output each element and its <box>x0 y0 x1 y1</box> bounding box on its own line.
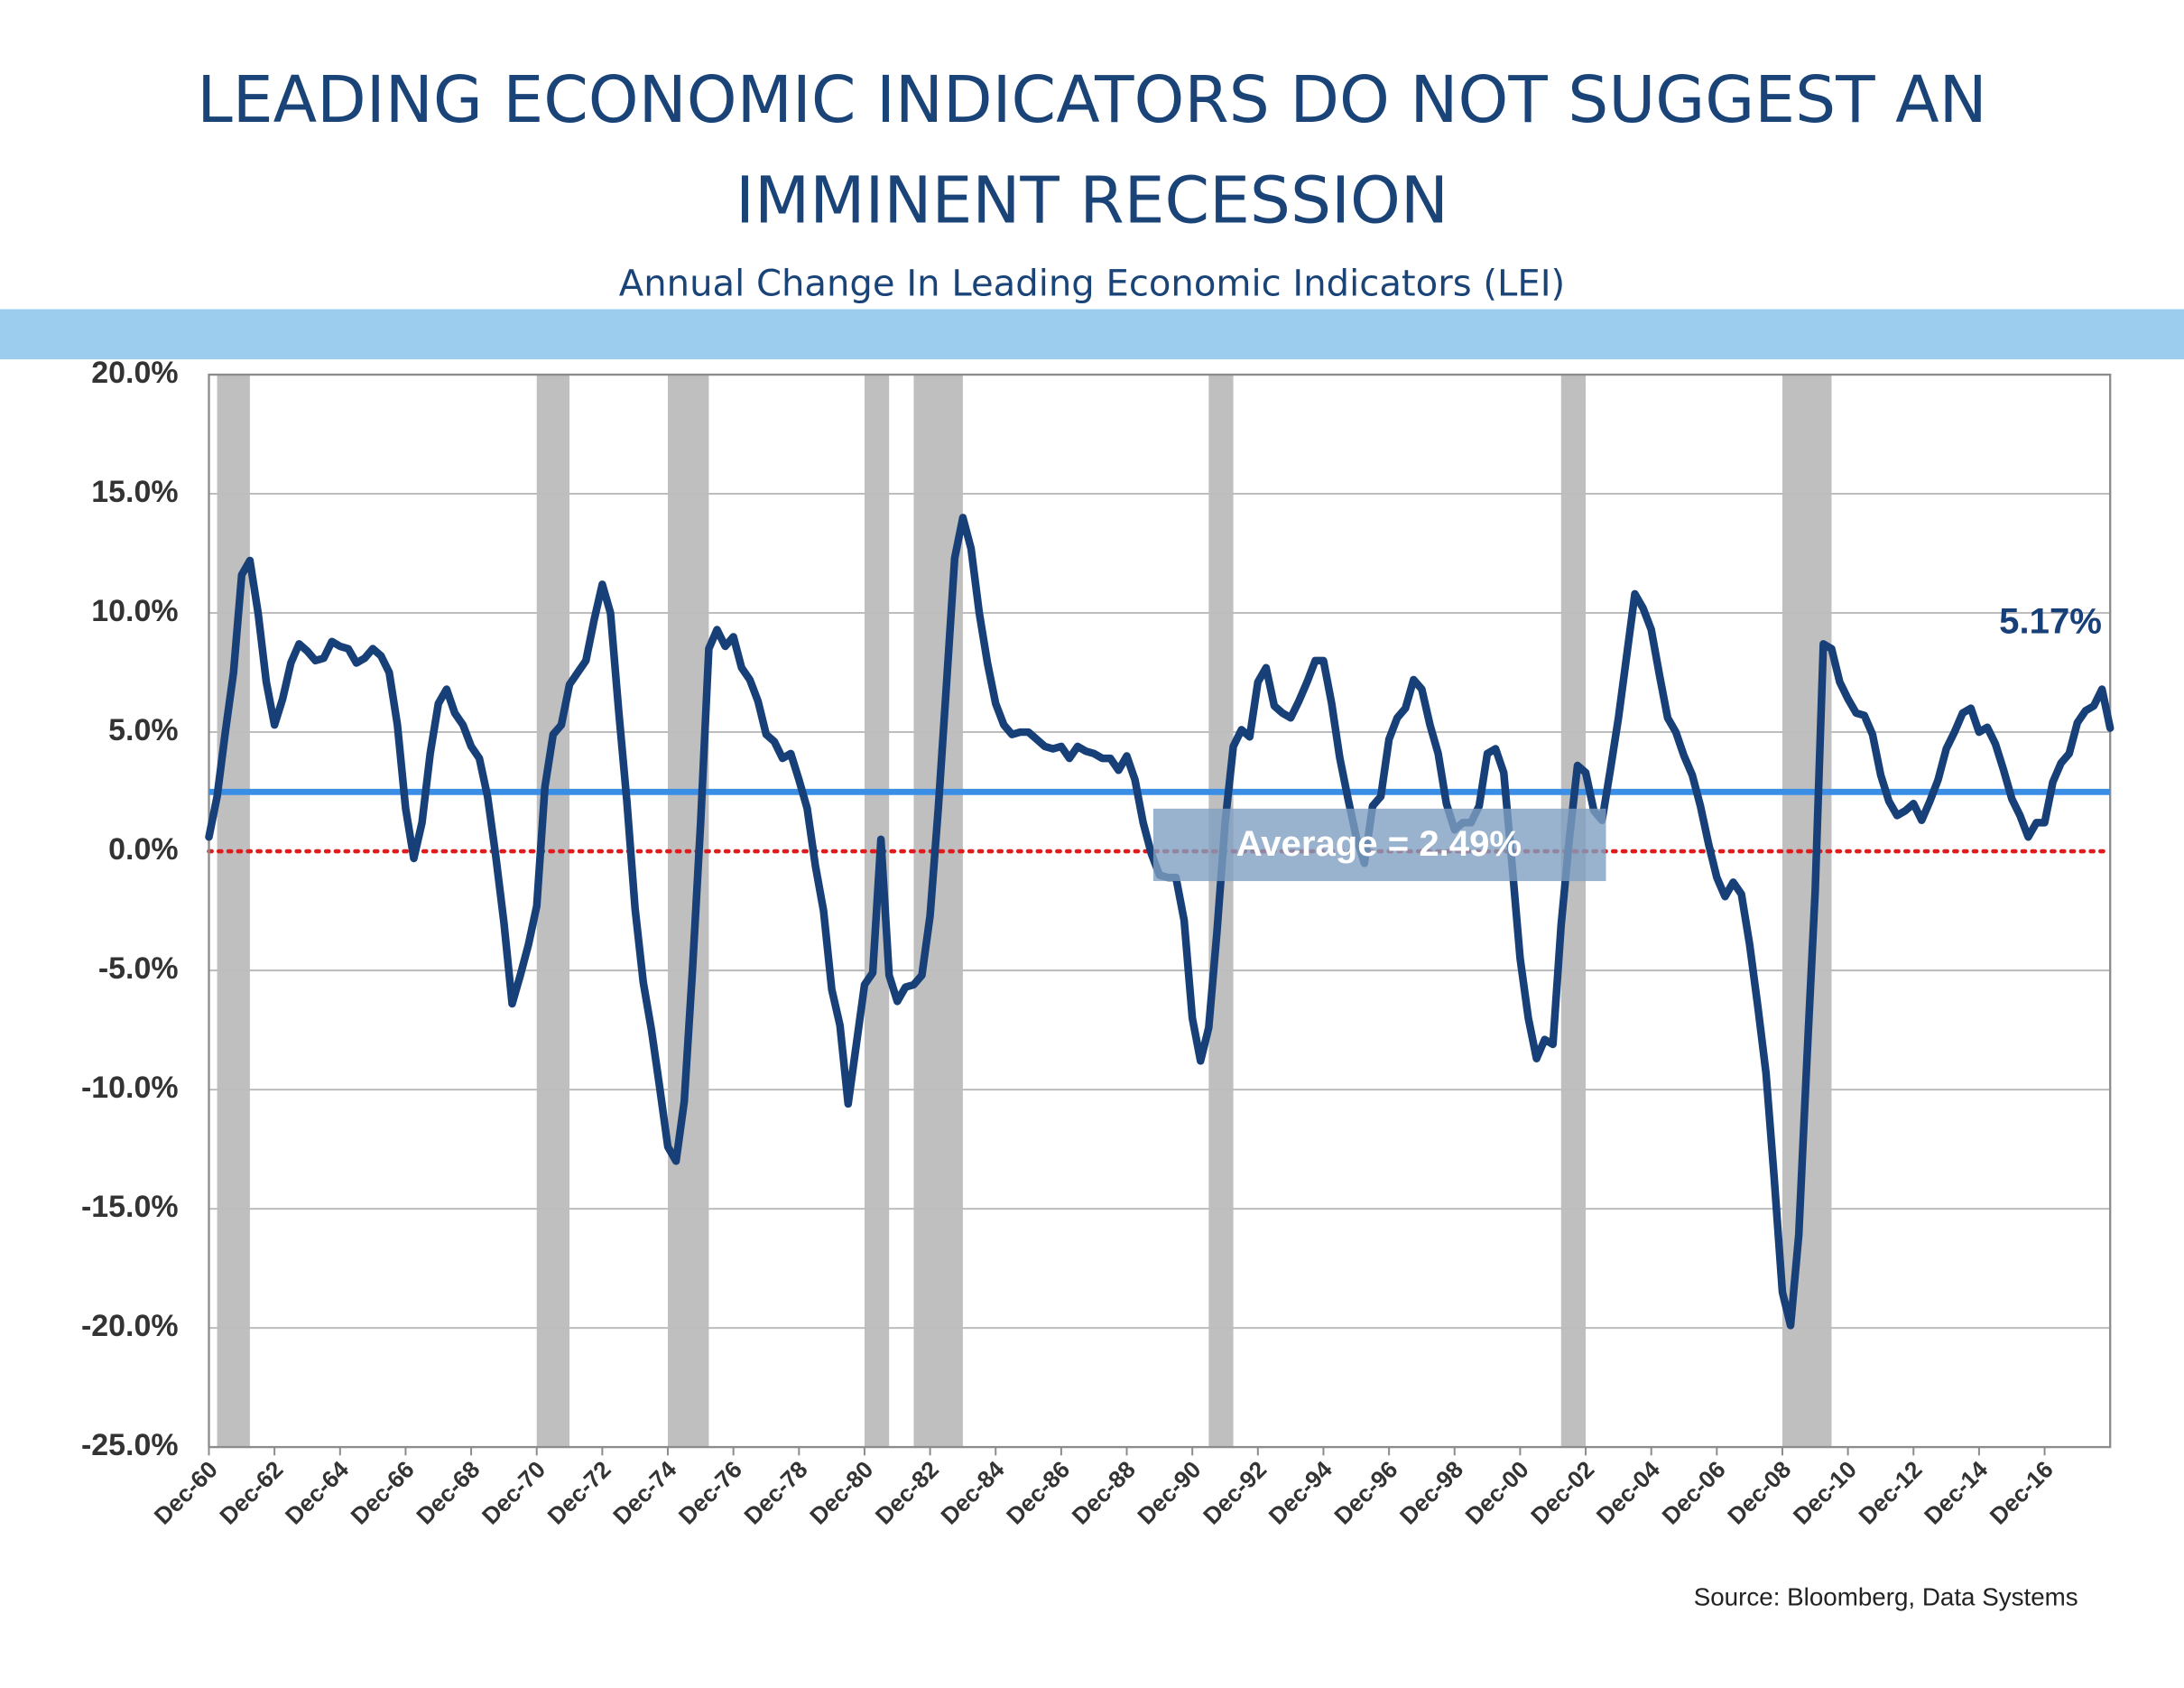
y-tick-label: 15.0% <box>91 475 178 509</box>
y-tick-label: -25.0% <box>81 1428 179 1462</box>
y-tick-label: -10.0% <box>81 1071 179 1105</box>
chart-subtitle: Annual Change In Leading Economic Indica… <box>619 263 1565 304</box>
recession-band <box>668 375 709 1448</box>
header-band <box>0 309 2184 360</box>
x-tick-label: Dec-80 <box>804 1456 878 1530</box>
source-note: Source: Bloomberg, Data Systems <box>1694 1583 2078 1611</box>
x-tick-label: Dec-96 <box>1328 1456 1402 1530</box>
y-tick-label: 0.0% <box>108 832 178 867</box>
x-tick-label: Dec-02 <box>1525 1456 1599 1530</box>
x-tick-label: Dec-62 <box>214 1456 288 1530</box>
y-tick-label: 10.0% <box>91 594 178 628</box>
x-tick-label: Dec-78 <box>739 1456 813 1530</box>
recession-band <box>217 375 250 1448</box>
average-label-box <box>1152 808 1606 882</box>
y-tick-label: 5.0% <box>108 713 178 747</box>
average-label: Average = 2.49% <box>1236 823 1522 864</box>
x-tick-label: Dec-98 <box>1394 1456 1468 1530</box>
y-tick-label: -5.0% <box>98 951 179 986</box>
y-tick-label: 20.0% <box>91 356 178 390</box>
x-tick-label: Dec-84 <box>936 1455 1010 1529</box>
x-tick-label: Dec-76 <box>673 1456 747 1530</box>
x-tick-label: Dec-14 <box>1919 1455 1993 1529</box>
x-tick-label: Dec-74 <box>607 1455 681 1529</box>
x-tick-label: Dec-12 <box>1854 1456 1928 1530</box>
x-tick-label: Dec-16 <box>1985 1456 2059 1530</box>
chart-title: IMMINENT RECESSION <box>736 162 1448 237</box>
x-tick-label: Dec-64 <box>280 1455 354 1529</box>
x-tick-label: Dec-92 <box>1198 1456 1272 1530</box>
x-tick-label: Dec-66 <box>346 1456 420 1530</box>
y-tick-label: -20.0% <box>81 1309 179 1343</box>
x-tick-label: Dec-86 <box>1001 1456 1075 1530</box>
x-tick-label: Dec-68 <box>411 1456 485 1530</box>
chart-title: LEADING ECONOMIC INDICATORS DO NOT SUGGE… <box>197 62 1987 137</box>
x-tick-label: Dec-94 <box>1263 1455 1337 1529</box>
x-tick-label: Dec-82 <box>870 1456 944 1530</box>
x-tick-label: Dec-08 <box>1722 1456 1796 1530</box>
plot-frame <box>208 373 2112 1449</box>
x-tick-label: Dec-72 <box>542 1456 616 1530</box>
recession-band <box>1781 375 1832 1448</box>
y-tick-label: -15.0% <box>81 1190 179 1224</box>
x-tick-label: Dec-60 <box>149 1456 223 1530</box>
x-tick-label: Dec-88 <box>1067 1456 1141 1530</box>
recession-band <box>536 375 570 1448</box>
x-tick-label: Dec-00 <box>1460 1456 1534 1530</box>
value-label: 5.17% <box>1999 600 2102 641</box>
x-tick-label: Dec-10 <box>1788 1456 1862 1530</box>
x-tick-label: Dec-04 <box>1591 1455 1665 1529</box>
x-tick-label: Dec-70 <box>477 1456 551 1530</box>
x-tick-label: Dec-90 <box>1132 1456 1206 1530</box>
x-tick-label: Dec-06 <box>1657 1456 1731 1530</box>
